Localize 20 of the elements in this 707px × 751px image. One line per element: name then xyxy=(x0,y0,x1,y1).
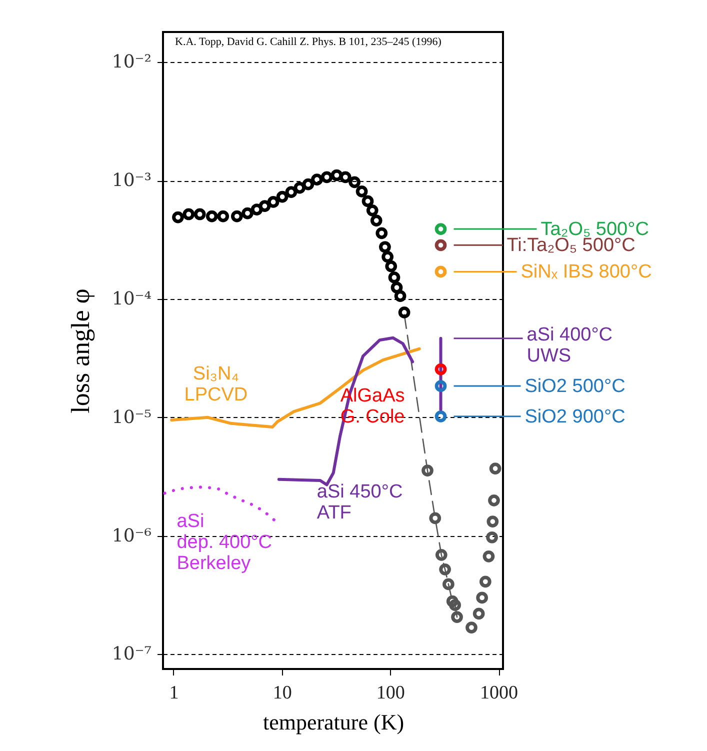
y-tick-label: 10⁻⁵ xyxy=(112,406,152,428)
x-tick-label: 100 xyxy=(376,682,405,704)
legend-label: SiO2 900°C xyxy=(524,406,626,428)
x-axis-title: temperature (K) xyxy=(262,710,404,734)
series-label: aSi dep. 400°C Berkeley xyxy=(176,511,272,574)
x-tick-label: 1 xyxy=(169,682,179,704)
y-tick-label: 10⁻⁶ xyxy=(112,525,152,546)
x-tick-label: 10 xyxy=(272,682,292,704)
y-tick-label: 10⁻⁴ xyxy=(112,288,152,310)
y-tick-label: 10⁻² xyxy=(112,52,152,73)
y-axis-title: loss angle φ xyxy=(66,288,95,414)
legend-label: SiNₓ IBS 800°C xyxy=(520,262,652,283)
x-tick-label: 1000 xyxy=(480,682,518,704)
legend-label: aSi 400°C UWS xyxy=(526,324,613,366)
legend-label: SiO2 500°C xyxy=(524,376,626,398)
y-tick-label: 10⁻⁷ xyxy=(112,644,152,665)
series-label: aSi 450°C ATF xyxy=(316,481,403,524)
annotation: K.A. Topp, David G. Cahill Z. Phys. B 101, 235–245 (1996) xyxy=(175,36,442,48)
series-label: Si₃N₄ LPCVD xyxy=(184,363,248,406)
y-tick-label: 10⁻³ xyxy=(112,170,152,192)
